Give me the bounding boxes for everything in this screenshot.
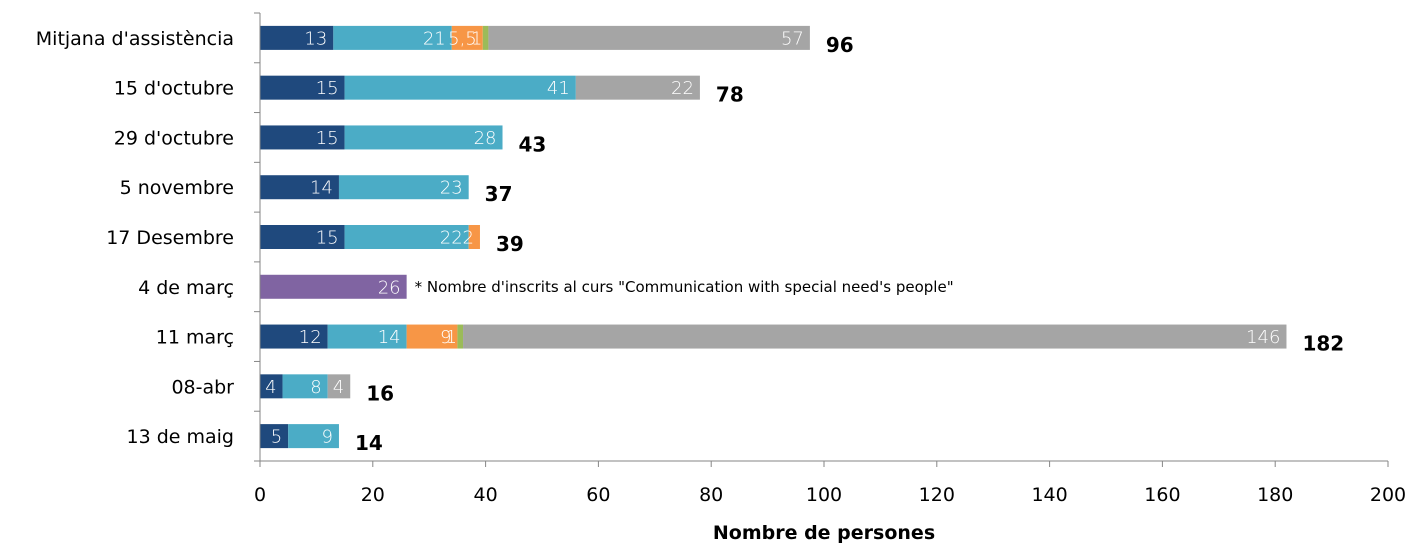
x-axis-title: Nombre de persones xyxy=(713,522,935,544)
x-tick-label: 140 xyxy=(1031,484,1067,506)
bar-total-label: 37 xyxy=(485,182,513,206)
segment-value-label: 4 xyxy=(265,377,276,398)
bar-segment xyxy=(333,25,452,50)
category-label: 5 novembre xyxy=(120,177,234,199)
bar-segment xyxy=(288,424,339,449)
bar-segment xyxy=(482,25,489,50)
x-tick-label: 0 xyxy=(254,484,266,506)
bar-segment xyxy=(260,25,334,50)
bar-total-label: 14 xyxy=(355,431,383,455)
segment-value-label: 22 xyxy=(440,228,463,249)
segment-value-label: 4 xyxy=(333,377,344,398)
bar-segment xyxy=(344,125,503,150)
x-tick-label: 120 xyxy=(919,484,955,506)
bar-segment xyxy=(260,424,289,449)
bar-segment xyxy=(282,374,328,399)
bar-segment xyxy=(406,324,458,349)
segment-value-label: 14 xyxy=(378,327,401,348)
category-label: 13 de maig xyxy=(127,426,235,448)
segment-value-label: 2 xyxy=(463,228,474,249)
x-tick-label: 80 xyxy=(699,484,723,506)
bar-segment xyxy=(344,225,469,249)
bar-segment xyxy=(260,225,345,249)
bar-total-label: 182 xyxy=(1302,332,1344,356)
bar-total-label: 96 xyxy=(826,33,854,57)
bar-segment xyxy=(260,175,339,200)
bar-segment xyxy=(463,324,1287,349)
bar-segment xyxy=(338,175,469,200)
category-label: 4 de març xyxy=(138,277,234,299)
category-label: 29 d'octubre xyxy=(114,127,234,149)
bar-segment xyxy=(344,75,576,100)
category-label: 11 març xyxy=(156,327,234,349)
bar-segment xyxy=(327,374,351,399)
segment-value-label: 9 xyxy=(440,327,451,348)
category-label: Mitjana d'assistència xyxy=(36,28,234,50)
bar-total-label: 16 xyxy=(366,381,394,405)
segment-value-label: 13 xyxy=(304,28,327,49)
segment-value-label: 15 xyxy=(316,228,339,249)
segment-value-label: 57 xyxy=(781,28,804,49)
segment-value-label: 1 xyxy=(446,327,457,348)
segment-value-label: 12 xyxy=(299,327,322,348)
annotation-note: * Nombre d'inscrits al curs "Communicati… xyxy=(415,278,954,296)
segment-value-label: 28 xyxy=(474,128,497,149)
x-tick-label: 160 xyxy=(1144,484,1180,506)
bar-segment xyxy=(488,25,810,50)
segment-value-label: 21 xyxy=(423,28,446,49)
bar-segment xyxy=(575,75,700,100)
segment-value-label: 146 xyxy=(1246,327,1280,348)
category-label: 17 Desembre xyxy=(106,227,234,249)
bar-segment xyxy=(260,274,407,299)
bar-total-label: 78 xyxy=(716,83,744,107)
segment-value-label: 22 xyxy=(671,78,694,99)
bar-segment xyxy=(468,225,480,249)
bar-total-label: 39 xyxy=(496,232,524,256)
x-tick-label: 40 xyxy=(474,484,498,506)
segment-value-label: 5,5 xyxy=(448,28,477,49)
x-tick-label: 180 xyxy=(1257,484,1293,506)
bar-total-label: 43 xyxy=(519,132,547,156)
bars-group xyxy=(260,25,1287,449)
segment-value-label: 9 xyxy=(322,427,333,448)
bar-segment xyxy=(457,324,464,349)
segment-value-label: 14 xyxy=(310,178,333,199)
x-tick-label: 100 xyxy=(806,484,842,506)
segment-value-label: 15 xyxy=(316,78,339,99)
segment-value-label: 41 xyxy=(547,78,570,99)
category-label: 08-abr xyxy=(171,376,234,398)
x-tick-label: 200 xyxy=(1370,484,1406,506)
bar-segment xyxy=(260,324,328,349)
segment-value-label: 5 xyxy=(271,427,282,448)
segment-value-label: 23 xyxy=(440,178,463,199)
axes-group xyxy=(254,12,1389,467)
bar-segment xyxy=(260,75,345,100)
x-tick-label: 20 xyxy=(361,484,385,506)
category-label: 15 d'octubre xyxy=(114,78,234,100)
segment-value-label: 26 xyxy=(378,277,401,298)
bar-segment xyxy=(451,25,483,50)
bar-segment xyxy=(260,125,345,150)
segment-value-label: 15 xyxy=(316,128,339,149)
x-tick-label: 60 xyxy=(586,484,610,506)
segment-value-label: 8 xyxy=(310,377,321,398)
bar-segment xyxy=(327,324,407,349)
bar-segment xyxy=(260,374,283,399)
segment-value-label: 1 xyxy=(471,28,482,49)
